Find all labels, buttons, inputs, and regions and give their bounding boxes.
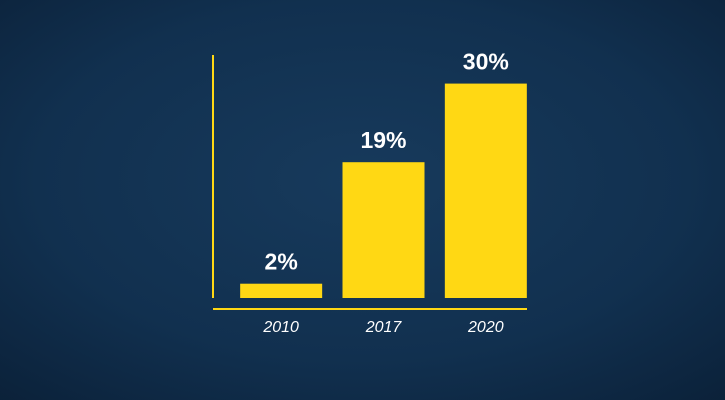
x-tick-label: 2020 [467, 319, 504, 336]
bar [342, 162, 425, 298]
x-tick-label: 2010 [262, 319, 299, 336]
value-label: 30% [463, 49, 509, 75]
bar [444, 83, 527, 299]
value-label: 2% [265, 249, 298, 275]
x-tick-label: 2017 [365, 319, 403, 336]
bar [240, 283, 323, 298]
value-label: 19% [360, 127, 406, 153]
